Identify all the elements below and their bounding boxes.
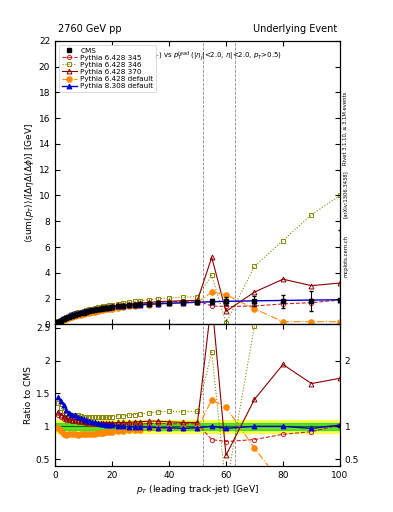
- Text: mcplots.cern.ch: mcplots.cern.ch: [343, 235, 348, 277]
- Text: Underlying Event: Underlying Event: [253, 24, 337, 34]
- Legend: CMS, Pythia 6.428 345, Pythia 6.428 346, Pythia 6.428 370, Pythia 6.428 default,: CMS, Pythia 6.428 345, Pythia 6.428 346,…: [59, 45, 156, 92]
- Y-axis label: Ratio to CMS: Ratio to CMS: [24, 366, 33, 424]
- Text: 2760 GeV pp: 2760 GeV pp: [58, 24, 121, 34]
- Text: Rivet 3.1.10, ≥ 3.1M events: Rivet 3.1.10, ≥ 3.1M events: [343, 91, 348, 165]
- X-axis label: $p_T$ (leading track-jet) [GeV]: $p_T$ (leading track-jet) [GeV]: [136, 482, 259, 496]
- Y-axis label: $\langle$sum($p_T$)$\rangle$/$[\Delta\eta\Delta(\Delta\phi)]$ [GeV]: $\langle$sum($p_T$)$\rangle$/$[\Delta\et…: [23, 122, 36, 243]
- Bar: [55, 420, 340, 433]
- Text: [arXiv:1306.3438]: [arXiv:1306.3438]: [343, 170, 348, 219]
- Bar: [55, 423, 340, 430]
- Text: Average $\Sigma(p_T)$ vs $p_T^{lead}$ ($|\eta_j|$<2.0, $\eta|$<2.0, $p_T$>0.5): Average $\Sigma(p_T)$ vs $p_T^{lead}$ ($…: [112, 50, 283, 63]
